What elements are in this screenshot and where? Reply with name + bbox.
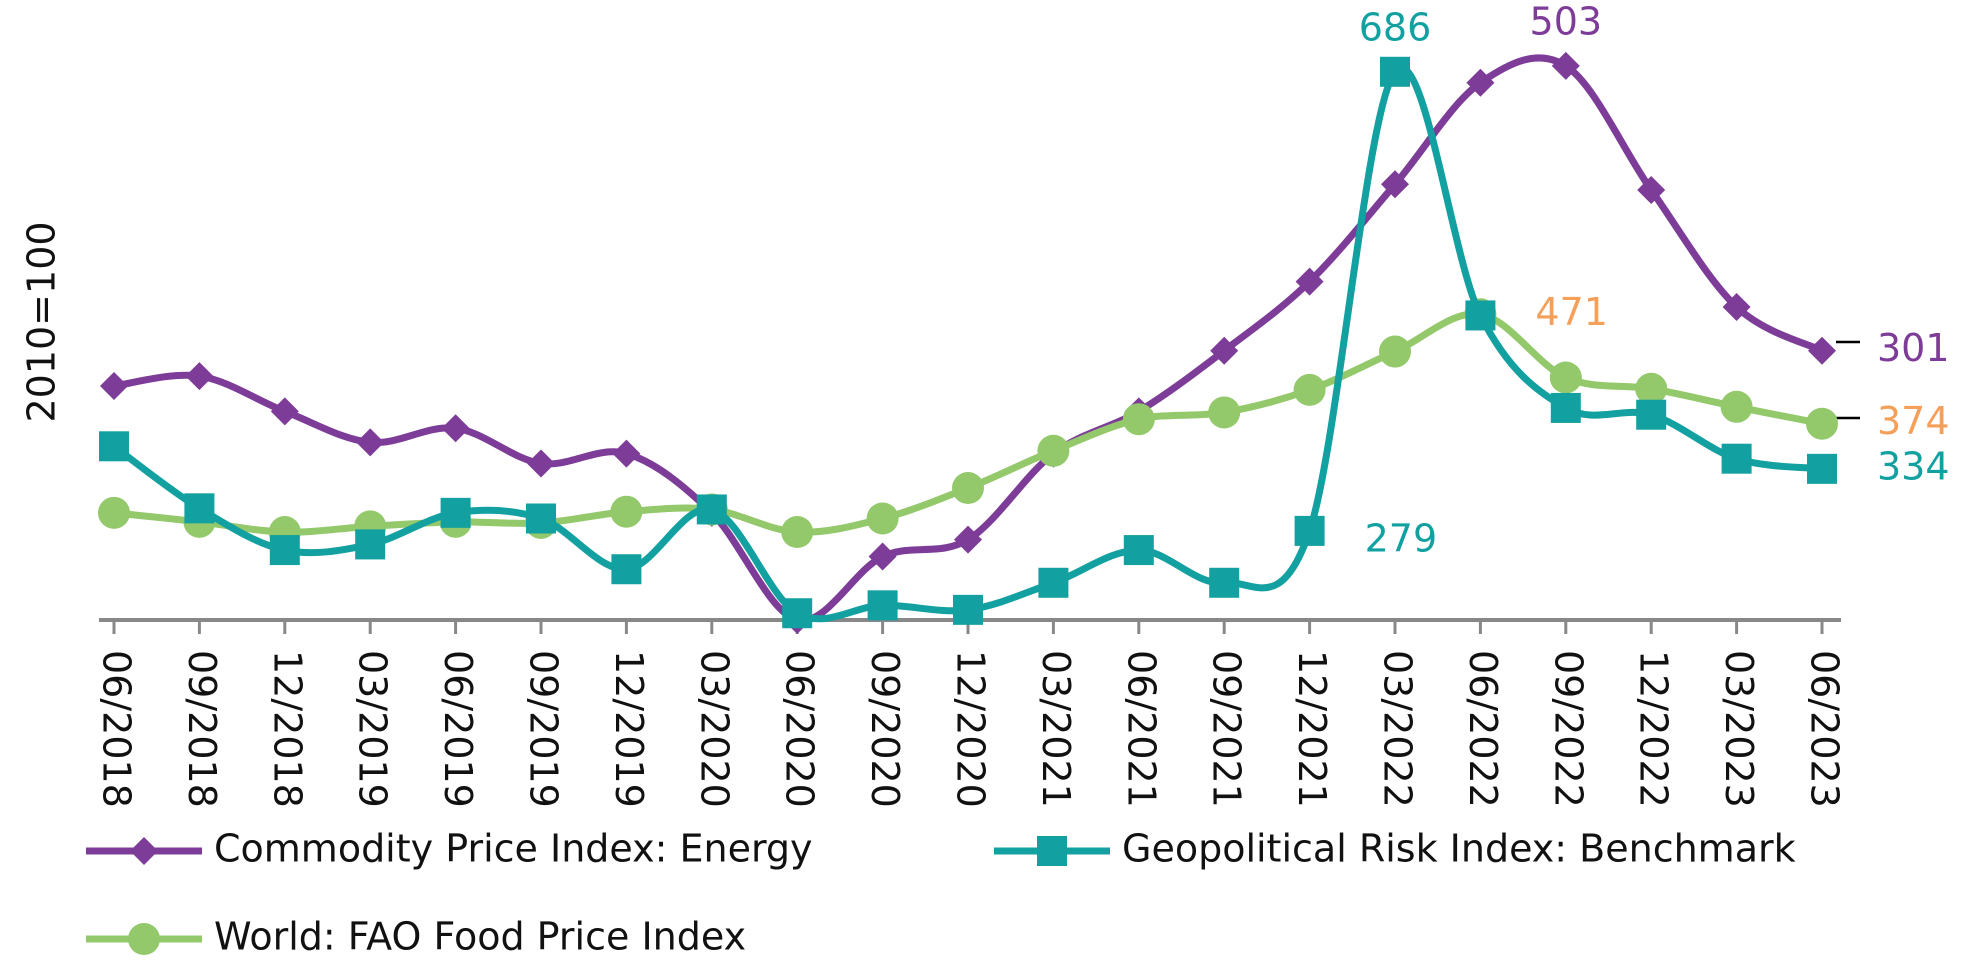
- marker: [128, 923, 160, 955]
- marker: [954, 525, 982, 554]
- x-tick-label: 03/2020: [692, 650, 736, 808]
- x-tick-label: 09/2021: [1205, 650, 1249, 808]
- marker: [1551, 51, 1580, 80]
- marker: [953, 594, 983, 625]
- x-tick-label: 09/2018: [180, 650, 224, 808]
- marker: [1720, 390, 1753, 423]
- marker: [1550, 392, 1581, 423]
- marker: [1208, 396, 1241, 429]
- legend-label: World: FAO Food Price Index: [214, 915, 746, 959]
- legend-label: Geopolitical Risk Index: Benchmark: [1122, 827, 1796, 871]
- data-label: 301: [1877, 326, 1950, 370]
- marker: [269, 535, 300, 566]
- x-tick-label: 12/2022: [1632, 650, 1676, 808]
- marker: [611, 554, 642, 585]
- data-label: 503: [1530, 0, 1603, 43]
- marker: [98, 496, 130, 529]
- marker: [99, 431, 129, 462]
- marker: [1295, 267, 1324, 296]
- marker: [185, 362, 214, 391]
- marker: [270, 397, 299, 426]
- marker: [612, 439, 641, 468]
- marker: [1293, 373, 1326, 406]
- x-tick-label: 09/2019: [522, 650, 566, 808]
- marker: [1465, 300, 1496, 331]
- x-tick-label: 03/2019: [351, 650, 395, 808]
- legend-item: Commodity Price Index: Energy: [86, 827, 813, 871]
- x-tick-label: 12/2018: [265, 650, 309, 808]
- marker: [1380, 56, 1410, 87]
- data-label: 471: [1535, 290, 1608, 334]
- marker: [610, 495, 643, 528]
- marker: [866, 502, 899, 535]
- marker: [781, 516, 814, 549]
- marker: [1038, 567, 1069, 598]
- x-tick-label: 12/2019: [607, 650, 651, 808]
- marker: [1381, 170, 1409, 199]
- marker: [952, 472, 984, 505]
- marker: [1122, 403, 1155, 436]
- marker: [1635, 372, 1668, 405]
- marker: [1209, 567, 1240, 598]
- marker: [1037, 434, 1070, 467]
- marker: [526, 503, 556, 534]
- marker: [1722, 292, 1751, 321]
- x-tick-label: 06/2022: [1461, 650, 1505, 808]
- x-tick-label: 12/2021: [1290, 650, 1334, 808]
- marker: [441, 414, 470, 443]
- marker: [356, 428, 385, 457]
- data-label: 374: [1877, 399, 1950, 443]
- data-label: 279: [1365, 516, 1438, 560]
- marker: [1123, 535, 1154, 566]
- marker: [527, 449, 555, 478]
- marker: [130, 837, 158, 865]
- legend-item: World: FAO Food Price Index: [86, 915, 746, 959]
- marker: [867, 590, 898, 621]
- x-tick-label: 09/2020: [863, 650, 907, 808]
- marker: [1466, 68, 1495, 97]
- x-tick-label: 06/2018: [95, 650, 139, 808]
- y-axis-title: 2010=100: [20, 221, 64, 422]
- marker: [1806, 407, 1838, 440]
- x-tick-label: 03/2022: [1376, 650, 1420, 808]
- x-tick-label: 06/2023: [1803, 650, 1847, 808]
- marker: [100, 371, 128, 400]
- marker: [1549, 361, 1582, 394]
- x-tick-label: 06/2020: [778, 650, 822, 808]
- marker: [1721, 443, 1752, 474]
- data-label: 686: [1359, 5, 1432, 49]
- marker: [782, 598, 813, 629]
- marker: [1808, 336, 1836, 365]
- marker: [1210, 336, 1239, 365]
- marker: [1037, 836, 1067, 866]
- marker: [1379, 335, 1411, 368]
- marker: [440, 497, 471, 528]
- marker: [696, 494, 727, 525]
- marker: [355, 529, 386, 560]
- marker: [868, 542, 897, 571]
- x-tick-label: 06/2021: [1119, 650, 1163, 808]
- marker: [184, 493, 215, 524]
- marker: [1294, 515, 1325, 546]
- x-tick-label: 06/2019: [436, 650, 480, 808]
- legend-label: Commodity Price Index: Energy: [214, 827, 813, 871]
- marker: [1637, 175, 1666, 204]
- marker: [1807, 453, 1837, 484]
- x-tick-label: 12/2020: [949, 650, 993, 808]
- x-tick-label: 09/2022: [1546, 650, 1590, 808]
- marker: [1636, 399, 1667, 430]
- x-tick-label: 03/2021: [1034, 650, 1078, 808]
- x-tick-label: 03/2023: [1717, 650, 1761, 808]
- legend-item: Geopolitical Risk Index: Benchmark: [994, 827, 1796, 871]
- data-label: 334: [1877, 444, 1950, 488]
